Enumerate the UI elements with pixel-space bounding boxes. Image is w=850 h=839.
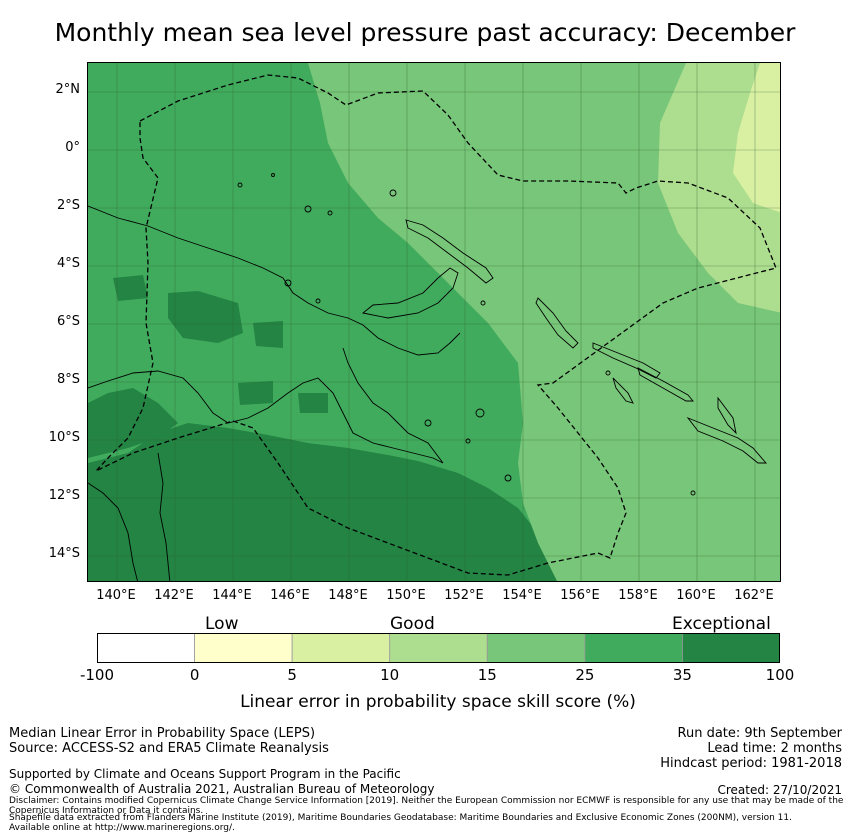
lat-label: 2°S bbox=[56, 198, 80, 213]
footer-shapefile: Shapefile data extracted from Flanders M… bbox=[9, 813, 792, 833]
lat-label: 6°S bbox=[56, 314, 80, 329]
footer-created: Created: 27/10/2021 bbox=[717, 783, 842, 797]
colorbar-segment bbox=[291, 633, 391, 663]
colorbar bbox=[97, 633, 780, 663]
island bbox=[475, 408, 485, 418]
skill-region-exceptional-dark-patch5 bbox=[298, 393, 328, 413]
lon-label: 154°E bbox=[502, 588, 542, 603]
colorbar-tick-label: 0 bbox=[189, 666, 200, 684]
island bbox=[284, 279, 292, 287]
new-britain bbox=[361, 267, 459, 319]
lat-label: 12°S bbox=[48, 488, 80, 503]
footer-copyright: © Commonwealth of Australia 2021, Austra… bbox=[9, 782, 435, 796]
lon-label: 152°E bbox=[444, 588, 484, 603]
new-guinea-north-coast bbox=[88, 205, 461, 356]
island bbox=[605, 370, 611, 376]
island bbox=[237, 182, 243, 188]
lat-label: 4°S bbox=[56, 256, 80, 271]
lon-label: 162°E bbox=[734, 588, 774, 603]
skill-region-exceptional-dark-patch3 bbox=[253, 321, 283, 348]
island bbox=[315, 298, 321, 304]
colorbar-category-low: Low bbox=[205, 614, 239, 634]
colorbar-tick-label: 5 bbox=[287, 666, 297, 684]
solomon-isl-5 bbox=[686, 416, 767, 464]
lon-label: 158°E bbox=[618, 588, 658, 603]
map-panel bbox=[87, 62, 781, 582]
coastlines bbox=[88, 173, 767, 581]
solomon-isl-2 bbox=[637, 367, 694, 402]
colorbar-tick-label: 25 bbox=[575, 666, 595, 684]
colorbar-tick-label: 10 bbox=[380, 666, 400, 684]
skill-region-exceptional-dark-patch2 bbox=[113, 275, 148, 301]
island bbox=[690, 490, 696, 496]
colorbar-category-exceptional: Exceptional bbox=[672, 614, 771, 634]
solomon-isl-1 bbox=[592, 342, 661, 379]
lon-label: 140°E bbox=[96, 588, 136, 603]
skill-region-exceptional-dark-patch1 bbox=[168, 291, 243, 343]
footer-hindcast: Hindcast period: 1981-2018 bbox=[660, 756, 842, 771]
new-ireland bbox=[405, 219, 494, 284]
solomon-isl-4 bbox=[717, 396, 737, 435]
colorbar-category-good: Good bbox=[390, 614, 435, 634]
footer-supported: Supported by Climate and Oceans Support … bbox=[9, 767, 401, 781]
colorbar-tick-label: -100 bbox=[79, 666, 115, 684]
lon-label: 148°E bbox=[328, 588, 368, 603]
colorbar-segment bbox=[194, 633, 293, 663]
lon-label: 144°E bbox=[212, 588, 252, 603]
island bbox=[271, 173, 275, 177]
island bbox=[504, 474, 512, 482]
island bbox=[389, 189, 397, 197]
png-east-tail bbox=[342, 347, 444, 464]
skill-region-exceptional-dark-patch4 bbox=[238, 381, 273, 405]
footer-lead-time: Lead time: 2 months bbox=[707, 741, 842, 756]
lon-label: 156°E bbox=[560, 588, 600, 603]
eez-boundary-png bbox=[95, 74, 777, 576]
lon-label: 150°E bbox=[386, 588, 426, 603]
colorbar-title: Linear error in probability space skill … bbox=[240, 692, 636, 712]
map-title: Monthly mean sea level pressure past acc… bbox=[54, 18, 796, 47]
colorbar-segment bbox=[486, 633, 586, 663]
skill-region-exceptional-dark-south bbox=[88, 423, 558, 581]
island bbox=[327, 210, 333, 216]
skill-region-exceptional-dark-west bbox=[88, 388, 178, 458]
new-guinea-south-coast bbox=[88, 370, 444, 464]
cape-york bbox=[157, 452, 171, 581]
island bbox=[465, 438, 471, 444]
colorbar-tick-label: 35 bbox=[672, 666, 692, 684]
skill-field-regions bbox=[88, 63, 780, 581]
island bbox=[304, 205, 312, 213]
lat-label: 14°S bbox=[48, 546, 80, 561]
colorbar-segment bbox=[682, 633, 780, 663]
bougainville bbox=[535, 297, 579, 349]
solomon-isl-3 bbox=[612, 377, 634, 404]
lat-label: 8°S bbox=[56, 372, 80, 387]
colorbar-segment bbox=[389, 633, 488, 663]
gulf-coast bbox=[88, 482, 138, 581]
skill-region-low bbox=[733, 63, 780, 213]
lat-label: 0° bbox=[65, 140, 80, 155]
footer-source: Source: ACCESS-S2 and ERA5 Climate Reana… bbox=[9, 741, 329, 756]
island bbox=[480, 300, 486, 306]
lat-label: 10°S bbox=[48, 430, 80, 445]
colorbar-tick-label: 100 bbox=[765, 666, 795, 684]
lat-label: 2°N bbox=[55, 82, 81, 97]
lon-label: 160°E bbox=[676, 588, 716, 603]
footer-method: Median Linear Error in Probability Space… bbox=[9, 726, 316, 741]
colorbar-tick-label: 15 bbox=[477, 666, 497, 684]
footer-run-date: Run date: 9th September bbox=[677, 726, 842, 741]
lon-label: 146°E bbox=[270, 588, 310, 603]
lon-label: 142°E bbox=[154, 588, 194, 603]
colorbar-segment bbox=[584, 633, 683, 663]
skill-map bbox=[88, 63, 780, 581]
graticule bbox=[88, 63, 780, 581]
colorbar-segment bbox=[97, 633, 195, 663]
island bbox=[424, 419, 432, 427]
footer-disclaimer: Disclaimer: Contains modified Copernicus… bbox=[9, 796, 844, 816]
